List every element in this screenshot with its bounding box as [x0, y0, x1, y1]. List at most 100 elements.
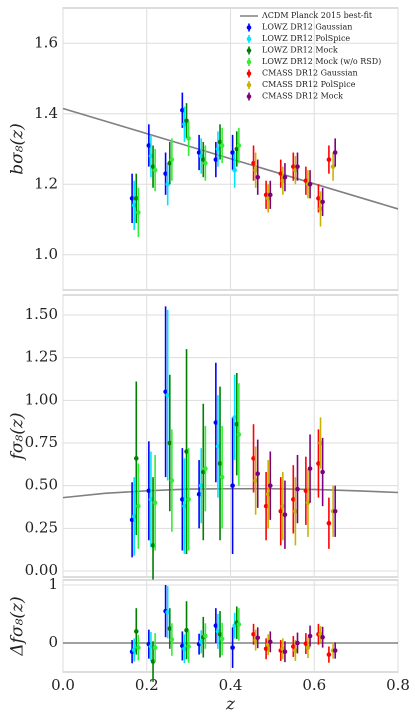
point	[213, 157, 219, 162]
point	[213, 420, 219, 425]
point	[291, 497, 296, 502]
y-tick-label: 0.50	[25, 476, 58, 494]
legend-marker	[246, 59, 252, 65]
y-axis-label: bσ₈(z)	[8, 123, 28, 175]
y-tick-label: 1.50	[25, 305, 58, 323]
point	[278, 508, 284, 514]
point	[217, 631, 223, 637]
legend-label: ΛCDM Planck 2015 best-fit	[261, 11, 373, 20]
point	[293, 508, 298, 514]
point	[148, 153, 154, 159]
point	[230, 150, 235, 155]
point	[136, 210, 141, 215]
point	[148, 644, 154, 649]
point	[129, 196, 135, 201]
point	[251, 456, 256, 461]
point	[150, 659, 156, 664]
x-tick-label: 0.0	[51, 676, 75, 694]
point	[332, 648, 338, 653]
y-tick-label: 1.0	[34, 245, 58, 263]
legend-label: LOWZ DR12 Mock	[262, 46, 338, 55]
y-tick-label: 0.25	[25, 518, 58, 536]
point	[295, 164, 300, 169]
point	[186, 644, 191, 649]
x-tick-label: 0.4	[219, 676, 243, 694]
y-tick-label: 0.00	[25, 561, 58, 579]
x-tick-label: 0.8	[386, 676, 410, 694]
point	[131, 647, 137, 653]
point	[255, 174, 261, 180]
point	[251, 631, 256, 637]
legend-marker	[246, 25, 252, 30]
point	[150, 543, 156, 548]
point	[165, 392, 170, 398]
point	[255, 635, 261, 641]
point	[251, 160, 256, 166]
point	[133, 629, 139, 634]
x-tick-label: 0.2	[135, 676, 159, 694]
point	[131, 203, 137, 208]
point	[320, 469, 325, 475]
point	[198, 639, 204, 645]
point	[133, 196, 139, 201]
point	[295, 640, 300, 646]
point	[267, 483, 273, 488]
point	[282, 649, 288, 654]
point	[136, 503, 141, 509]
point	[253, 167, 258, 173]
point	[198, 153, 204, 159]
point	[203, 160, 208, 166]
point	[219, 636, 225, 642]
point	[131, 514, 137, 519]
point	[180, 497, 185, 502]
point	[186, 136, 191, 141]
point	[303, 488, 309, 494]
point	[293, 167, 298, 173]
point	[180, 107, 185, 113]
point	[150, 164, 156, 169]
point	[136, 645, 141, 650]
y-tick-label: 1.00	[25, 390, 58, 408]
point	[280, 178, 286, 184]
point	[165, 181, 170, 187]
point	[307, 181, 313, 187]
point	[186, 497, 191, 502]
point	[236, 432, 242, 437]
point	[152, 645, 158, 650]
point	[305, 500, 311, 506]
point	[163, 389, 168, 395]
point	[200, 469, 206, 475]
point	[184, 449, 189, 454]
point	[263, 192, 269, 198]
point	[263, 646, 269, 652]
point	[230, 483, 235, 488]
legend-marker	[246, 71, 252, 76]
point	[167, 440, 173, 446]
point	[305, 645, 311, 650]
legend-label: CMASS DR12 PolSpice	[262, 80, 356, 89]
point	[267, 639, 273, 645]
point	[303, 641, 309, 646]
point	[307, 466, 313, 471]
point	[295, 486, 300, 492]
point	[318, 440, 323, 446]
point	[291, 164, 296, 169]
point	[129, 517, 135, 523]
y-tick-label: 1.25	[25, 348, 58, 366]
point	[169, 478, 175, 483]
point	[234, 146, 240, 152]
point	[182, 646, 187, 652]
point	[198, 483, 204, 488]
y-tick-label: 0	[48, 633, 58, 651]
point	[320, 634, 325, 640]
point	[326, 157, 332, 162]
point	[219, 143, 225, 148]
point	[232, 415, 237, 420]
legend-marker	[246, 48, 252, 53]
point	[291, 644, 296, 649]
point	[182, 122, 187, 127]
point	[265, 491, 271, 497]
legend-label: CMASS DR12 Mock	[262, 92, 343, 101]
point	[133, 456, 139, 461]
point	[184, 118, 189, 124]
